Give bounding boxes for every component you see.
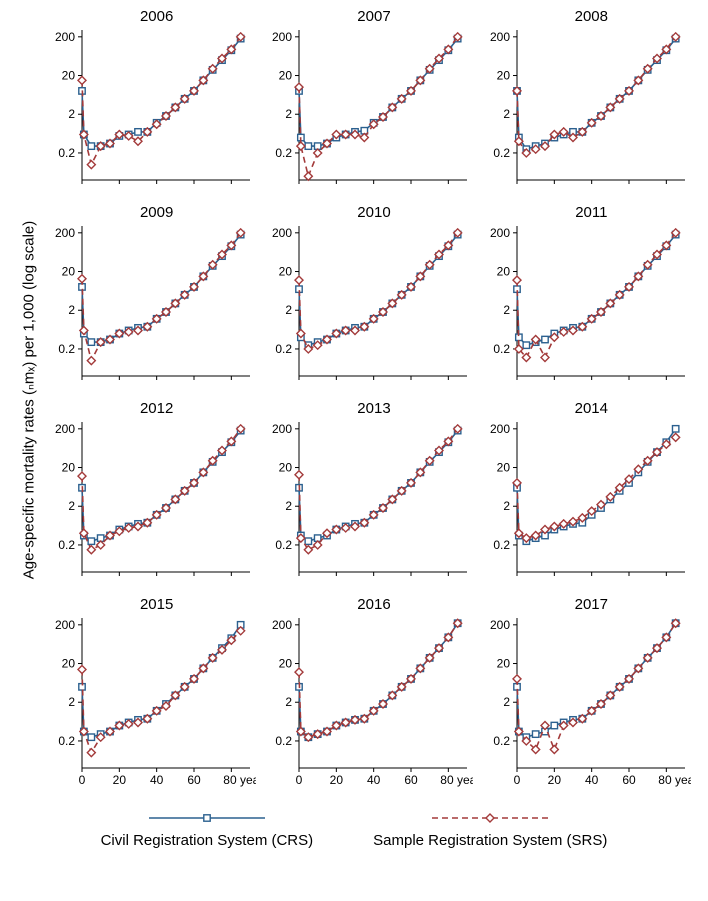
svg-text:80 years: 80 years [223,773,256,787]
svg-text:20: 20 [62,69,76,83]
svg-text:2: 2 [286,695,293,709]
panel-2013: 2013 0.2 2 20 200 [265,400,482,596]
panel-title: 2012 [48,400,265,417]
panel-2015: 2015 0.2 2 20 200 0 20 40 60 80 years [48,596,265,792]
panel-title: 2006 [48,8,265,25]
svg-text:60: 60 [622,773,636,787]
svg-text:2: 2 [68,107,75,121]
svg-text:0.2: 0.2 [58,538,75,552]
svg-text:20: 20 [330,773,344,787]
panel-2007: 2007 0.2 2 20 200 [265,8,482,204]
panel-2008: 2008 0.2 2 20 200 [483,8,700,204]
small-multiples-figure: Age-specific mortality rates (ₙmₓ) per 1… [8,8,700,849]
svg-text:200: 200 [272,226,292,240]
svg-text:200: 200 [272,422,292,436]
svg-text:2: 2 [286,499,293,513]
svg-text:0.2: 0.2 [493,734,510,748]
svg-text:2: 2 [503,499,510,513]
svg-text:200: 200 [55,30,75,44]
svg-text:200: 200 [490,30,510,44]
panel-title: 2013 [265,400,482,417]
svg-text:2: 2 [68,303,75,317]
svg-text:20: 20 [547,773,561,787]
svg-text:0.2: 0.2 [493,146,510,160]
svg-text:20: 20 [62,657,76,671]
svg-text:200: 200 [272,618,292,632]
svg-text:2: 2 [503,107,510,121]
legend-swatch-srs [430,810,550,826]
panel-2006: 2006 0.2 2 20 200 [48,8,265,204]
svg-text:40: 40 [150,773,164,787]
svg-text:20: 20 [113,773,127,787]
panel-2010: 2010 0.2 2 20 200 [265,204,482,400]
svg-text:40: 40 [367,773,381,787]
svg-text:2: 2 [286,303,293,317]
svg-text:20: 20 [279,265,293,279]
panel-title: 2009 [48,204,265,221]
svg-text:20: 20 [496,461,510,475]
svg-text:200: 200 [55,422,75,436]
svg-text:20: 20 [279,69,293,83]
svg-text:200: 200 [55,226,75,240]
legend-swatch-crs [147,810,267,826]
svg-text:0: 0 [296,773,303,787]
legend-item-srs: Sample Registration System (SRS) [373,810,607,849]
svg-text:80 years: 80 years [658,773,691,787]
svg-text:0.2: 0.2 [276,342,293,356]
panel-title: 2017 [483,596,700,613]
svg-text:2: 2 [503,695,510,709]
svg-text:60: 60 [405,773,419,787]
legend: Civil Registration System (CRS) Sample R… [8,810,700,849]
panel-2014: 2014 0.2 2 20 200 [483,400,700,596]
svg-text:2: 2 [503,303,510,317]
panel-title: 2007 [265,8,482,25]
svg-text:80 years: 80 years [441,773,474,787]
svg-text:0.2: 0.2 [58,342,75,356]
panel-title: 2010 [265,204,482,221]
y-axis-label-cell: Age-specific mortality rates (ₙmₓ) per 1… [8,8,48,792]
panel-title: 2016 [265,596,482,613]
panel-2009: 2009 0.2 2 20 200 [48,204,265,400]
legend-item-crs: Civil Registration System (CRS) [101,810,314,849]
svg-text:0.2: 0.2 [276,734,293,748]
svg-text:200: 200 [490,422,510,436]
svg-text:0.2: 0.2 [58,146,75,160]
svg-text:0.2: 0.2 [493,342,510,356]
svg-text:2: 2 [286,107,293,121]
svg-text:0: 0 [513,773,520,787]
panel-2016: 2016 0.2 2 20 200 0 20 40 60 80 years [265,596,482,792]
svg-text:2: 2 [68,499,75,513]
svg-text:200: 200 [490,226,510,240]
svg-text:20: 20 [496,69,510,83]
svg-text:200: 200 [272,30,292,44]
panel-title: 2011 [483,204,700,221]
panel-2017: 2017 0.2 2 20 200 0 20 40 60 80 years [483,596,700,792]
svg-text:0.2: 0.2 [58,734,75,748]
svg-text:200: 200 [490,618,510,632]
svg-text:20: 20 [62,265,76,279]
y-axis-label: Age-specific mortality rates (ₙmₓ) per 1… [19,221,37,580]
panel-2012: 2012 0.2 2 20 200 [48,400,265,596]
legend-label-crs: Civil Registration System (CRS) [101,832,314,849]
panel-2011: 2011 0.2 2 20 200 [483,204,700,400]
svg-text:20: 20 [279,657,293,671]
panel-title: 2015 [48,596,265,613]
panel-title: 2014 [483,400,700,417]
svg-text:20: 20 [279,461,293,475]
svg-text:0: 0 [79,773,86,787]
panel-title: 2008 [483,8,700,25]
svg-text:2: 2 [68,695,75,709]
svg-text:0.2: 0.2 [276,146,293,160]
svg-text:200: 200 [55,618,75,632]
svg-text:60: 60 [187,773,201,787]
legend-label-srs: Sample Registration System (SRS) [373,832,607,849]
svg-text:20: 20 [62,461,76,475]
svg-text:0.2: 0.2 [276,538,293,552]
svg-text:40: 40 [585,773,599,787]
svg-text:20: 20 [496,265,510,279]
svg-text:0.2: 0.2 [493,538,510,552]
svg-text:20: 20 [496,657,510,671]
